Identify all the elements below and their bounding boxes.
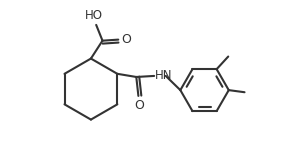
Text: HO: HO: [85, 9, 103, 22]
Text: HN: HN: [155, 69, 173, 82]
Text: O: O: [134, 99, 144, 112]
Text: O: O: [121, 33, 131, 46]
